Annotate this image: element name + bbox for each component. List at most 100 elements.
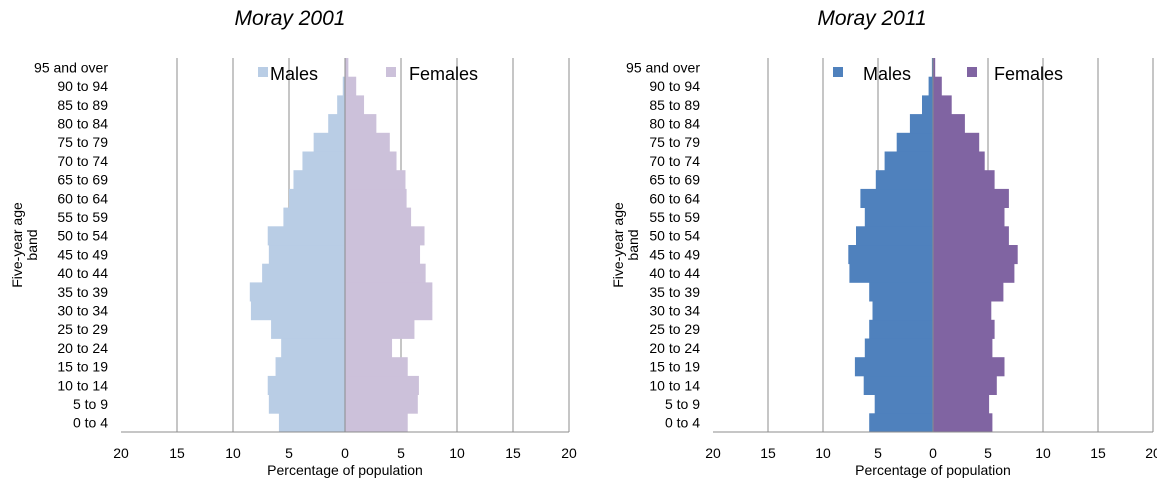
x-tick-label: 10 xyxy=(815,445,831,461)
bar-males xyxy=(896,132,933,152)
bar-females xyxy=(345,245,421,265)
x-tick-label: 10 xyxy=(1035,445,1051,461)
bar-females xyxy=(933,170,995,190)
category-label: 90 to 94 xyxy=(649,78,700,94)
category-label: 15 to 19 xyxy=(57,359,108,375)
category-label: 60 to 64 xyxy=(57,190,108,206)
category-label: 55 to 59 xyxy=(57,209,108,225)
bar-males xyxy=(875,170,933,190)
bar-males xyxy=(271,319,345,339)
category-label: 50 to 54 xyxy=(649,228,700,244)
bar-males xyxy=(848,245,933,265)
category-label: 45 to 49 xyxy=(57,246,108,262)
bar-males xyxy=(337,95,345,115)
bar-females xyxy=(345,263,426,283)
bar-females xyxy=(933,132,980,152)
bar-males xyxy=(275,357,345,377)
x-tick-label: 0 xyxy=(341,445,349,461)
bar-males xyxy=(289,188,345,208)
bar-females xyxy=(345,170,406,190)
category-label: 40 to 44 xyxy=(649,265,700,281)
bar-females xyxy=(345,76,357,96)
bar-males xyxy=(250,301,345,321)
category-label: 0 to 4 xyxy=(73,415,108,431)
bar-males xyxy=(313,132,345,152)
bar-males xyxy=(283,207,345,227)
y-axis-label-line: band xyxy=(625,229,641,260)
legend-swatch xyxy=(386,67,396,77)
bar-males xyxy=(931,58,933,78)
x-tick-label: 5 xyxy=(397,445,405,461)
bar-females xyxy=(345,282,433,302)
bar-females xyxy=(933,95,952,115)
bar-females xyxy=(933,151,985,171)
category-label: 75 to 79 xyxy=(57,134,108,150)
bar-males xyxy=(869,282,933,302)
bar-males xyxy=(302,151,345,171)
legend-label: Males xyxy=(270,64,318,84)
bar-females xyxy=(933,319,995,339)
category-label: 20 to 24 xyxy=(57,340,108,356)
bar-females xyxy=(345,114,377,134)
category-label: 40 to 44 xyxy=(57,265,108,281)
bar-females xyxy=(345,151,397,171)
category-label: 15 to 19 xyxy=(649,359,700,375)
legend-label: Females xyxy=(994,64,1063,84)
category-label: 65 to 69 xyxy=(57,172,108,188)
x-tick-label: 20 xyxy=(561,445,577,461)
bar-females xyxy=(933,357,1005,377)
bar-females xyxy=(345,375,419,395)
x-tick-label: 15 xyxy=(760,445,776,461)
category-label: 85 to 89 xyxy=(649,97,700,113)
category-label: 30 to 34 xyxy=(649,302,700,318)
bar-males xyxy=(909,114,933,134)
category-label: 80 to 84 xyxy=(649,115,700,131)
category-label: 0 to 4 xyxy=(665,415,700,431)
category-label: 85 to 89 xyxy=(57,97,108,113)
bar-females xyxy=(345,95,365,115)
category-label: 30 to 34 xyxy=(57,302,108,318)
legend-swatch xyxy=(967,67,977,77)
category-label: 10 to 14 xyxy=(649,377,700,393)
category-label: 70 to 74 xyxy=(649,153,700,169)
bar-females xyxy=(345,319,415,339)
bar-females xyxy=(933,413,993,433)
chart-title: Moray 2001 xyxy=(235,7,346,30)
chart-title: Moray 2011 xyxy=(817,7,926,30)
legend-label: Females xyxy=(409,64,478,84)
bar-males xyxy=(869,319,933,339)
bar-females xyxy=(345,226,425,246)
bar-females xyxy=(933,263,1015,283)
bar-males xyxy=(328,114,345,134)
bar-males xyxy=(863,375,933,395)
bar-males xyxy=(267,375,345,395)
x-tick-label: 20 xyxy=(1145,445,1157,461)
bar-females xyxy=(933,76,942,96)
bar-males xyxy=(874,394,933,414)
bar-males xyxy=(884,151,933,171)
bar-males xyxy=(864,207,933,227)
category-label: 25 to 29 xyxy=(649,321,700,337)
category-label: 5 to 9 xyxy=(665,396,700,412)
bar-males xyxy=(849,263,933,283)
bar-females xyxy=(933,282,1004,302)
bar-females xyxy=(933,114,965,134)
bar-males xyxy=(249,282,345,302)
bar-females xyxy=(933,338,993,358)
bar-females xyxy=(933,207,1005,227)
category-label: 5 to 9 xyxy=(73,396,108,412)
legend-swatch xyxy=(258,67,268,77)
bar-males xyxy=(278,413,345,433)
bar-females xyxy=(345,301,433,321)
bar-males xyxy=(281,338,345,358)
bar-males xyxy=(342,76,345,96)
bar-males xyxy=(856,226,933,246)
bar-males xyxy=(293,170,345,190)
y-axis-label-line: Five-year age xyxy=(9,202,25,288)
x-tick-label: 20 xyxy=(113,445,129,461)
x-tick-label: 15 xyxy=(505,445,521,461)
bar-females xyxy=(933,226,1009,246)
bar-males xyxy=(860,188,933,208)
category-label: 10 to 14 xyxy=(57,377,108,393)
category-label: 20 to 24 xyxy=(649,340,700,356)
